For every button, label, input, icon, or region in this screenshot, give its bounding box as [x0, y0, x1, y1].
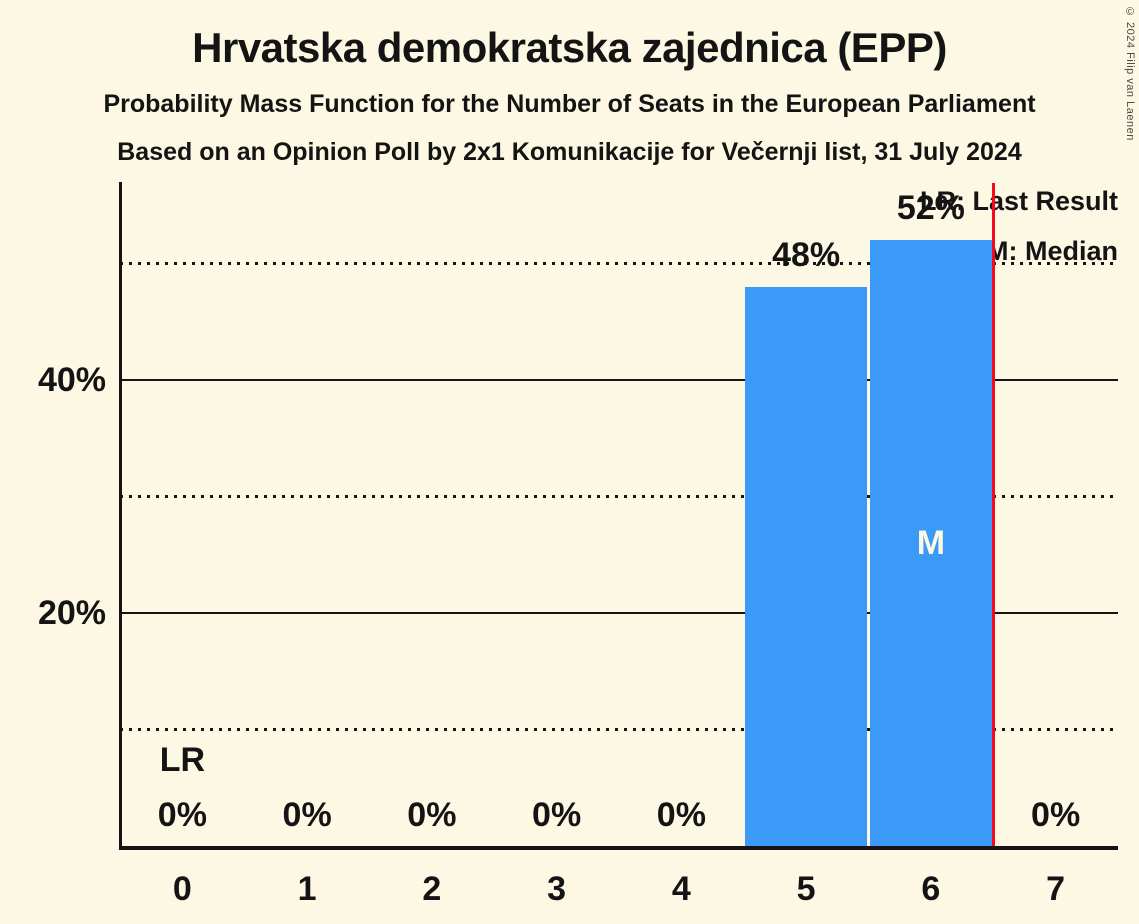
value-label-seat-3: 0%: [532, 796, 582, 834]
x-tick-label-1: 1: [297, 870, 317, 908]
x-tick-label-3: 3: [547, 870, 567, 908]
copyright-notice: © 2024 Filip van Laenen: [1124, 6, 1136, 141]
value-label-seat-6: 52%: [896, 189, 965, 228]
y-axis-line: [119, 182, 122, 850]
value-label-seat-0: 0%: [157, 796, 207, 834]
last-result-marker: LR: [159, 741, 206, 779]
value-label-seat-1: 0%: [282, 796, 332, 834]
last-result-line: [991, 183, 995, 846]
x-tick-label-4: 4: [671, 870, 691, 908]
gridline-dotted-10pct: [120, 728, 1118, 731]
value-label-seat-5: 48%: [772, 235, 841, 274]
chart-subtitle-poll: Based on an Opinion Poll by 2x1 Komunika…: [117, 138, 1022, 166]
x-tick-label-5: 5: [796, 870, 816, 908]
x-tick-label-2: 2: [422, 870, 442, 908]
value-label-seat-2: 0%: [407, 796, 457, 834]
gridline-solid-40pct: [120, 379, 1118, 381]
x-tick-label-6: 6: [921, 870, 941, 908]
median-marker: M: [916, 524, 946, 563]
legend-median: M: Median: [986, 236, 1118, 266]
gridline-solid-20pct: [120, 612, 1118, 614]
x-axis-line: [119, 846, 1118, 850]
chart-title: Hrvatska demokratska zajednica (EPP): [192, 24, 947, 71]
gridline-dotted-50pct: [120, 262, 1118, 265]
value-label-seat-4: 0%: [656, 796, 706, 834]
x-tick-label-7: 7: [1046, 870, 1066, 908]
bar-seat-5: [745, 286, 867, 846]
gridline-dotted-30pct: [120, 495, 1118, 498]
y-tick-label-40pct: 40%: [37, 361, 106, 399]
bar-seat-6: [870, 240, 992, 846]
legend-last-result: LR: Last Result: [919, 186, 1118, 216]
chart-subtitle-pmf: Probability Mass Function for the Number…: [103, 90, 1036, 118]
y-tick-label-20pct: 20%: [37, 594, 106, 632]
x-tick-label-0: 0: [172, 870, 192, 908]
value-label-seat-7: 0%: [1031, 796, 1081, 834]
